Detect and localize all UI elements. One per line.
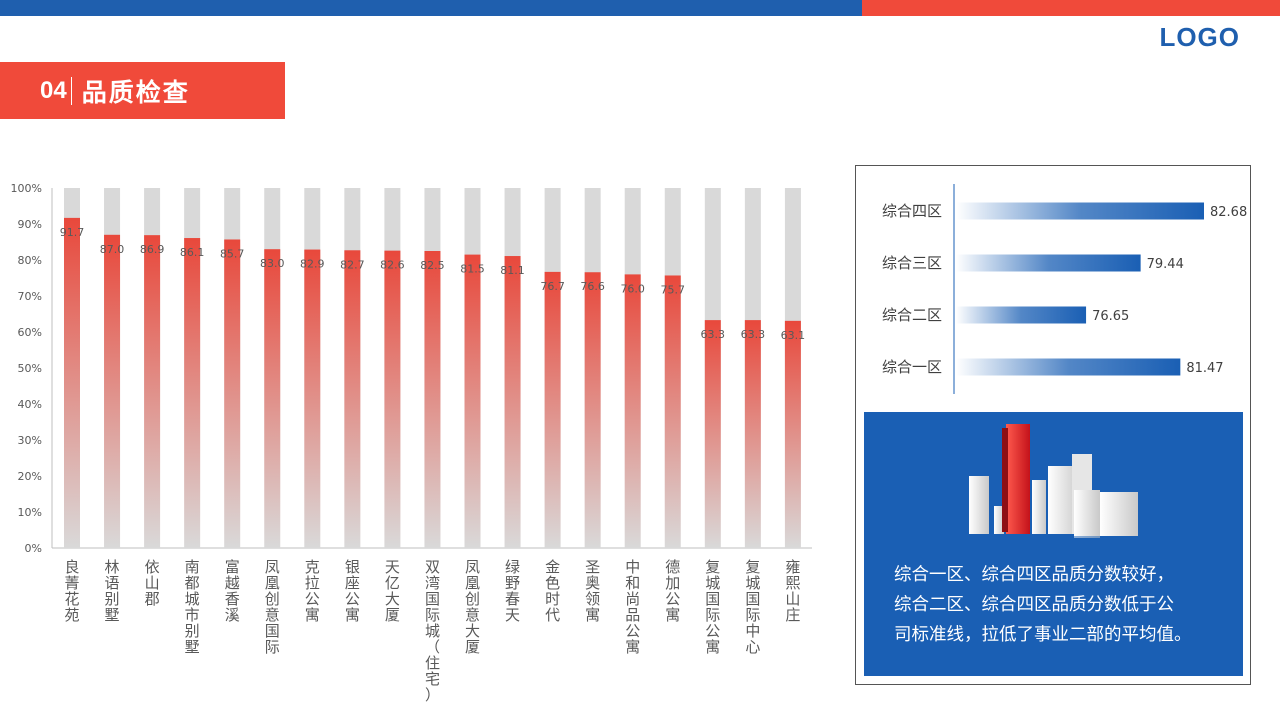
bar-value-label: 87.0 xyxy=(100,243,125,256)
district-value: 82.68 xyxy=(1210,205,1247,220)
y-tick-label: 50% xyxy=(18,362,42,375)
district-label: 综合一区 xyxy=(882,358,942,376)
category-label: 德加公寓 xyxy=(665,558,680,624)
bar-value-label: 82.5 xyxy=(420,259,445,272)
district-label: 综合三区 xyxy=(882,254,942,272)
y-tick-label: 0% xyxy=(25,542,42,555)
category-label: 金色时代 xyxy=(545,558,560,624)
info-text: 综合一区、综合四区品质分数较好， 综合二区、综合四区品质分数低于公 司标准线，拉低了… xyxy=(894,560,1224,650)
district-bar xyxy=(956,306,1087,324)
district-bar-chart: 综合四区 82.68 综合三区 79.44 综合二区 76.65 综合一区 81.47 xyxy=(882,184,1247,394)
y-tick-label: 90% xyxy=(18,218,42,231)
section-title: 品质检查 xyxy=(81,77,190,107)
y-tick-label: 60% xyxy=(18,326,42,339)
category-label: 雍熙山庄 xyxy=(785,558,800,624)
bar xyxy=(744,320,761,548)
category-label: 复城国际公寓 xyxy=(705,558,720,656)
bar-value-label: 82.7 xyxy=(340,258,365,271)
bar-value-label: 76.7 xyxy=(540,280,565,293)
bar-value-label: 83.0 xyxy=(260,257,285,270)
district-value: 76.65 xyxy=(1092,309,1129,324)
bar xyxy=(264,249,281,548)
bar-value-label: 85.7 xyxy=(220,247,245,260)
y-tick-label: 80% xyxy=(18,254,42,267)
bar xyxy=(464,254,481,548)
district-label: 综合四区 xyxy=(882,202,942,220)
bar-value-label: 82.6 xyxy=(380,259,405,272)
bar-value-label: 91.7 xyxy=(60,226,85,239)
bar xyxy=(424,251,441,548)
category-label: 银座公寓 xyxy=(345,558,360,624)
info-line: 司标准线，拉低了事业二部的平均值。 xyxy=(894,625,1192,645)
district-value: 81.47 xyxy=(1186,361,1223,376)
category-label: 复城国际中心 xyxy=(745,558,760,656)
info-line: 综合二区、综合四区品质分数低于公 xyxy=(894,595,1174,615)
y-tick-label: 30% xyxy=(18,434,42,447)
bar xyxy=(304,249,321,548)
bar-value-label: 76.0 xyxy=(620,282,645,295)
section-divider xyxy=(70,76,72,105)
category-label: 良菁花苑 xyxy=(64,558,79,624)
district-label: 综合二区 xyxy=(882,306,942,324)
section-number: 04 xyxy=(40,76,67,104)
bar xyxy=(704,320,721,548)
section-banner: 04 品质检查 xyxy=(0,62,285,119)
district-value: 79.44 xyxy=(1147,257,1184,272)
bar xyxy=(664,275,681,548)
bar xyxy=(504,256,521,548)
y-tick-label: 70% xyxy=(18,290,42,303)
bar xyxy=(584,272,601,548)
quality-bar-chart: 0% 10% 20% 30% 40% 50% 60% 70% 80% 90% 100% 91.7 良菁花… xyxy=(11,182,812,704)
category-label: 林语别墅 xyxy=(105,558,120,624)
category-label: 天亿大厦 xyxy=(385,558,400,624)
side-panel: 综合四区 82.68 综合三区 79.44 综合二区 76.65 综合一区 81.47 综合一… xyxy=(855,165,1251,685)
category-label: 南都城市别墅 xyxy=(185,558,200,656)
y-tick-label: 20% xyxy=(18,470,42,483)
category-label: 绿野春天 xyxy=(505,558,520,624)
district-bar xyxy=(956,202,1204,220)
bar xyxy=(144,235,161,548)
bar xyxy=(224,239,241,548)
bar-value-label: 81.1 xyxy=(500,264,525,277)
bar xyxy=(344,250,361,548)
y-tick-label: 10% xyxy=(18,506,42,519)
buildings-illustration xyxy=(964,424,1144,550)
bar xyxy=(544,271,561,548)
bar xyxy=(384,250,401,548)
logo: LOGO xyxy=(1159,22,1240,52)
bar xyxy=(64,217,80,548)
category-label: 克拉公寓 xyxy=(305,558,320,624)
bar xyxy=(784,320,801,548)
bar-value-label: 82.9 xyxy=(300,258,325,271)
bar-value-label: 63.3 xyxy=(701,328,726,341)
top-bar-red xyxy=(862,0,1280,16)
bar xyxy=(104,234,121,549)
top-bar-blue xyxy=(0,0,862,16)
y-tick-label: 40% xyxy=(18,398,42,411)
bar xyxy=(184,238,201,548)
bar-value-label: 63.3 xyxy=(741,328,766,341)
district-bar xyxy=(956,358,1181,376)
category-label: 凤凰创意大厦 xyxy=(465,558,480,656)
bar xyxy=(624,274,641,548)
info-line: 综合一区、综合四区品质分数较好， xyxy=(894,565,1174,585)
category-label: 中和尚品公寓 xyxy=(625,558,640,656)
category-label: 富越香溪 xyxy=(225,558,240,624)
district-bar xyxy=(956,254,1141,272)
bar-value-label: 63.1 xyxy=(781,329,806,342)
bar-value-label: 75.7 xyxy=(661,283,686,296)
bar-value-label: 81.5 xyxy=(460,263,485,276)
category-label: 圣奥领寓 xyxy=(585,558,600,624)
category-label: 依山郡 xyxy=(145,558,160,608)
category-label: 双湾国际城（住宅） xyxy=(425,558,440,704)
y-tick-label: 100% xyxy=(11,182,42,195)
bar-value-label: 86.1 xyxy=(180,246,205,259)
category-label: 凤凰创意国际 xyxy=(265,558,280,656)
bar-value-label: 76.6 xyxy=(580,280,605,293)
info-box: 综合一区、综合四区品质分数较好， 综合二区、综合四区品质分数低于公 司标准线，拉低了… xyxy=(864,412,1243,676)
bar-value-label: 86.9 xyxy=(140,243,165,256)
